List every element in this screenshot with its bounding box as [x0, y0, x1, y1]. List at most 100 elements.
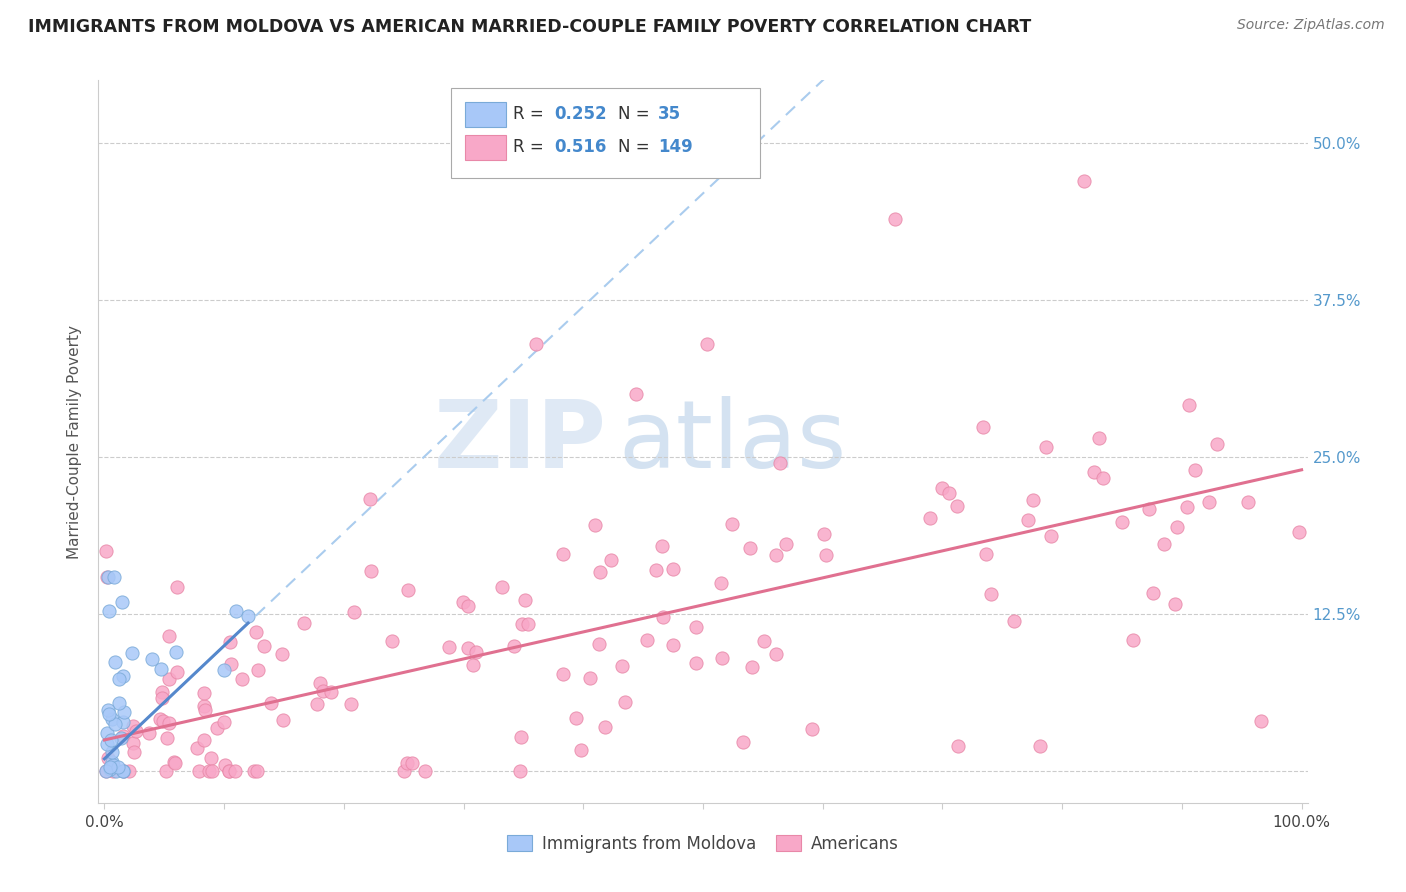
- Point: [509, 764, 531, 779]
- Point: [464, 645, 486, 659]
- Point: [94, 764, 117, 779]
- Text: atlas: atlas: [619, 395, 846, 488]
- Text: 0.516: 0.516: [554, 138, 606, 156]
- Point: [1164, 597, 1187, 611]
- Point: [1166, 520, 1188, 534]
- Point: [1250, 714, 1272, 728]
- Point: [98, 759, 121, 773]
- Point: [94, 544, 117, 558]
- Point: [513, 592, 536, 607]
- Point: [583, 518, 606, 533]
- Y-axis label: Married-Couple Family Poverty: Married-Couple Family Poverty: [67, 325, 83, 558]
- Point: [259, 696, 281, 710]
- Point: [661, 638, 683, 652]
- Point: [457, 640, 479, 655]
- Point: [651, 539, 673, 553]
- Point: [101, 755, 124, 769]
- Point: [359, 491, 381, 506]
- Point: [118, 764, 141, 779]
- Point: [111, 669, 134, 683]
- Point: [245, 624, 267, 639]
- Point: [157, 715, 180, 730]
- Point: [214, 757, 236, 772]
- Point: [1184, 463, 1206, 477]
- Point: [187, 764, 209, 779]
- Point: [340, 697, 363, 711]
- Point: [114, 764, 136, 779]
- Point: [1288, 524, 1310, 539]
- Point: [551, 547, 574, 561]
- Point: [100, 762, 122, 776]
- Point: [122, 745, 145, 759]
- Legend: Immigrants from Moldova, Americans: Immigrants from Moldova, Americans: [501, 828, 905, 860]
- Point: [125, 723, 148, 738]
- Point: [579, 671, 602, 685]
- Point: [588, 637, 610, 651]
- Point: [754, 634, 776, 648]
- Point: [107, 672, 129, 686]
- Point: [149, 712, 172, 726]
- Point: [121, 646, 143, 660]
- Point: [225, 604, 247, 618]
- Point: [103, 764, 125, 779]
- Point: [111, 764, 134, 779]
- Text: N =: N =: [619, 138, 655, 156]
- Point: [201, 764, 224, 779]
- Point: [150, 663, 173, 677]
- Point: [141, 652, 163, 666]
- Point: [731, 735, 754, 749]
- FancyBboxPatch shape: [465, 102, 506, 127]
- Point: [600, 553, 623, 567]
- Point: [224, 764, 246, 779]
- Point: [157, 629, 180, 643]
- Text: 35: 35: [658, 105, 682, 123]
- Point: [765, 549, 787, 563]
- Point: [1175, 500, 1198, 514]
- Point: [569, 742, 592, 756]
- Point: [193, 732, 215, 747]
- Point: [110, 731, 132, 745]
- Point: [96, 569, 118, 583]
- Point: [974, 547, 997, 561]
- Point: [491, 580, 513, 594]
- Point: [212, 714, 235, 729]
- Point: [231, 672, 253, 686]
- Point: [1198, 495, 1220, 509]
- Text: 0.252: 0.252: [554, 105, 607, 123]
- Point: [111, 764, 134, 779]
- Point: [98, 603, 121, 617]
- Point: [1178, 398, 1201, 412]
- FancyBboxPatch shape: [465, 136, 506, 160]
- Point: [931, 481, 953, 495]
- Point: [1017, 513, 1039, 527]
- Point: [104, 717, 127, 731]
- Point: [342, 605, 364, 619]
- Point: [112, 705, 135, 719]
- Point: [769, 456, 792, 470]
- Point: [247, 664, 270, 678]
- Point: [740, 541, 762, 555]
- Point: [645, 563, 668, 577]
- Point: [312, 684, 335, 698]
- Point: [104, 764, 127, 779]
- Point: [360, 564, 382, 578]
- Point: [381, 634, 404, 648]
- Point: [166, 580, 188, 594]
- Point: [1206, 436, 1229, 450]
- Point: [104, 655, 127, 669]
- Point: [1153, 537, 1175, 551]
- Point: [1236, 495, 1258, 509]
- Text: N =: N =: [619, 105, 655, 123]
- Point: [624, 387, 647, 401]
- Point: [112, 714, 135, 729]
- Point: [696, 337, 718, 351]
- Point: [972, 419, 994, 434]
- Point: [111, 729, 134, 743]
- Point: [1092, 471, 1115, 485]
- Point: [96, 726, 118, 740]
- Point: [319, 685, 342, 699]
- Point: [218, 634, 240, 648]
- Point: [194, 703, 217, 717]
- Point: [661, 562, 683, 576]
- Point: [1040, 529, 1063, 543]
